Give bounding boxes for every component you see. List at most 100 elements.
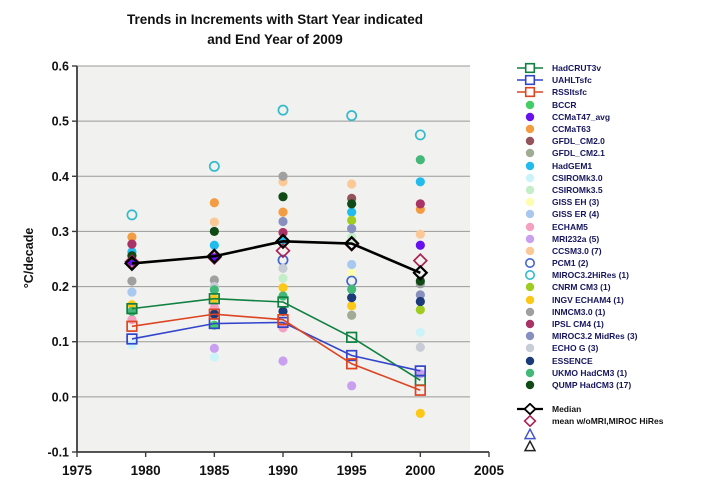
legend-swatch-icon bbox=[525, 234, 535, 243]
legend-item: CSIROMk3.0 bbox=[516, 172, 718, 184]
x-tick-label: 1985 bbox=[199, 463, 230, 478]
chart-title-line2: and End Year of 2009 bbox=[207, 31, 343, 47]
legend-label: GISS ER (4) bbox=[552, 209, 600, 220]
legend-swatch-icon bbox=[525, 295, 535, 304]
legend-label: ECHAM5 bbox=[552, 221, 588, 232]
x-tick-label: 1990 bbox=[268, 463, 298, 478]
legend-label: UKMO HadCM3 (1) bbox=[552, 367, 628, 378]
legend-item: MIROC3.2 MidRes (3) bbox=[516, 330, 718, 342]
y-tick-label: -0.1 bbox=[47, 446, 69, 460]
legend-item: CCMaT63 bbox=[516, 123, 718, 135]
legend-item: GISS ER (4) bbox=[516, 208, 718, 220]
y-tick-label: 0.2 bbox=[52, 280, 69, 294]
y-tick-label: 0.5 bbox=[52, 115, 69, 129]
legend-swatch-icon bbox=[525, 222, 535, 231]
x-tick-label: 1995 bbox=[337, 463, 368, 478]
legend-swatch-icon bbox=[525, 197, 535, 207]
legend-label: CCMaT47_avg bbox=[552, 111, 611, 122]
legend-label: IPSL CM4 (1) bbox=[552, 319, 604, 330]
legend-swatch-icon bbox=[525, 380, 535, 390]
legend-item: UAHLTsfc bbox=[516, 74, 718, 86]
legend-swatch-icon bbox=[525, 100, 535, 109]
legend-item: CSIROMk3.5 bbox=[516, 184, 718, 196]
legend-item: INGV ECHAM4 (1) bbox=[516, 294, 718, 306]
legend-item: IPSL CM4 (1) bbox=[516, 318, 718, 330]
legend-label: INMCM3.0 (1) bbox=[552, 306, 606, 317]
y-tick-label: 0.1 bbox=[52, 335, 69, 349]
legend-swatch-icon bbox=[525, 112, 535, 122]
legend-swatch-icon bbox=[525, 368, 535, 377]
legend-item: GFDL_CM2.0 bbox=[516, 135, 718, 147]
legend-label: Median bbox=[552, 404, 582, 415]
legend-swatch-icon bbox=[517, 87, 543, 98]
legend-item: UKMO HadCM3 (1) bbox=[516, 367, 718, 379]
legend-item: Median bbox=[516, 403, 718, 416]
legend-swatch-icon bbox=[525, 344, 535, 353]
y-tick-label: 0.4 bbox=[52, 170, 69, 184]
legend-item: ECHO G (3) bbox=[516, 342, 718, 354]
legend-swatch-icon bbox=[525, 137, 535, 146]
legend-spacer bbox=[516, 391, 718, 403]
legend-item: BCCR bbox=[516, 99, 718, 111]
x-tick-label: 2000 bbox=[405, 463, 435, 478]
legend-label: RSSltsfc bbox=[552, 87, 587, 98]
legend: HadCRUT3v UAHLTsfc RSSltsfc BCCR CCMaT47_avg… bbox=[516, 62, 718, 452]
legend-swatch-icon bbox=[525, 356, 535, 365]
legend-swatch-icon bbox=[525, 124, 535, 134]
y-tick-label: 0.0 bbox=[52, 390, 69, 404]
legend-swatch-icon bbox=[525, 258, 535, 269]
legend-swatch-icon bbox=[517, 403, 543, 416]
legend-swatch-icon bbox=[523, 415, 537, 428]
legend-item: QUMP HadCM3 (17) bbox=[516, 379, 718, 391]
legend-item: CCSM3.0 (7) bbox=[516, 245, 718, 257]
legend-swatch-icon bbox=[525, 149, 535, 158]
legend-label: CCSM3.0 (7) bbox=[552, 245, 602, 256]
legend-item: HadGEM1 bbox=[516, 160, 718, 172]
legend-label: ESSENCE bbox=[552, 355, 593, 366]
legend-swatch-icon bbox=[525, 173, 535, 182]
legend-label: CCMaT63 bbox=[552, 124, 591, 135]
legend-label: MIROC3.2HiRes (1) bbox=[552, 270, 629, 281]
y-tick-label: 0.6 bbox=[52, 60, 69, 74]
legend-swatch-icon bbox=[525, 319, 535, 329]
legend-item: ECHAM5 bbox=[516, 220, 718, 232]
legend-item: GFDL_CM2.1 bbox=[516, 147, 718, 159]
legend-label: QUMP HadCM3 (17) bbox=[552, 379, 632, 390]
legend-swatch-icon bbox=[523, 427, 537, 439]
legend-item: MIROC3.2HiRes (1) bbox=[516, 269, 718, 281]
legend-item bbox=[516, 439, 718, 452]
legend-swatch-icon bbox=[517, 62, 543, 74]
legend-label: HadCRUT3v bbox=[552, 63, 602, 74]
legend-swatch-icon bbox=[525, 210, 535, 219]
x-tick-label: 2005 bbox=[474, 463, 505, 478]
x-tick-label: 1975 bbox=[62, 463, 93, 478]
legend-item: PCM1 (2) bbox=[516, 257, 718, 269]
legend-label: BCCR bbox=[552, 99, 577, 110]
legend-swatch-icon bbox=[525, 246, 535, 256]
legend-label: mean w/oMRI,MIROC HiRes bbox=[552, 416, 664, 427]
chart-title: Trends in Increments with Start Year ind… bbox=[55, 10, 495, 49]
legend-swatch-icon bbox=[525, 332, 535, 341]
legend-item: CNRM CM3 (1) bbox=[516, 281, 718, 293]
legend-label: GFDL_CM2.1 bbox=[552, 148, 605, 159]
legend-swatch-icon bbox=[525, 307, 535, 317]
legend-swatch-icon bbox=[525, 185, 535, 195]
legend-swatch-icon bbox=[525, 270, 535, 281]
legend-label: UAHLTsfc bbox=[552, 75, 592, 86]
legend-label: GISS EH (3) bbox=[552, 197, 600, 208]
legend-swatch-icon bbox=[525, 161, 535, 170]
legend-item: HadCRUT3v bbox=[516, 62, 718, 74]
legend-label: MIROC3.2 MidRes (3) bbox=[552, 331, 638, 342]
legend-item: ESSENCE bbox=[516, 355, 718, 367]
legend-label: CSIROMk3.0 bbox=[552, 172, 603, 183]
legend-item: INMCM3.0 (1) bbox=[516, 306, 718, 318]
legend-label: CSIROMk3.5 bbox=[552, 184, 603, 195]
legend-label: PCM1 (2) bbox=[552, 258, 589, 269]
legend-label: GFDL_CM2.0 bbox=[552, 136, 605, 147]
x-tick-label: 1980 bbox=[131, 463, 161, 478]
legend-item: GISS EH (3) bbox=[516, 196, 718, 208]
legend-label: CNRM CM3 (1) bbox=[552, 282, 611, 293]
y-tick-label: 0.3 bbox=[52, 225, 69, 239]
